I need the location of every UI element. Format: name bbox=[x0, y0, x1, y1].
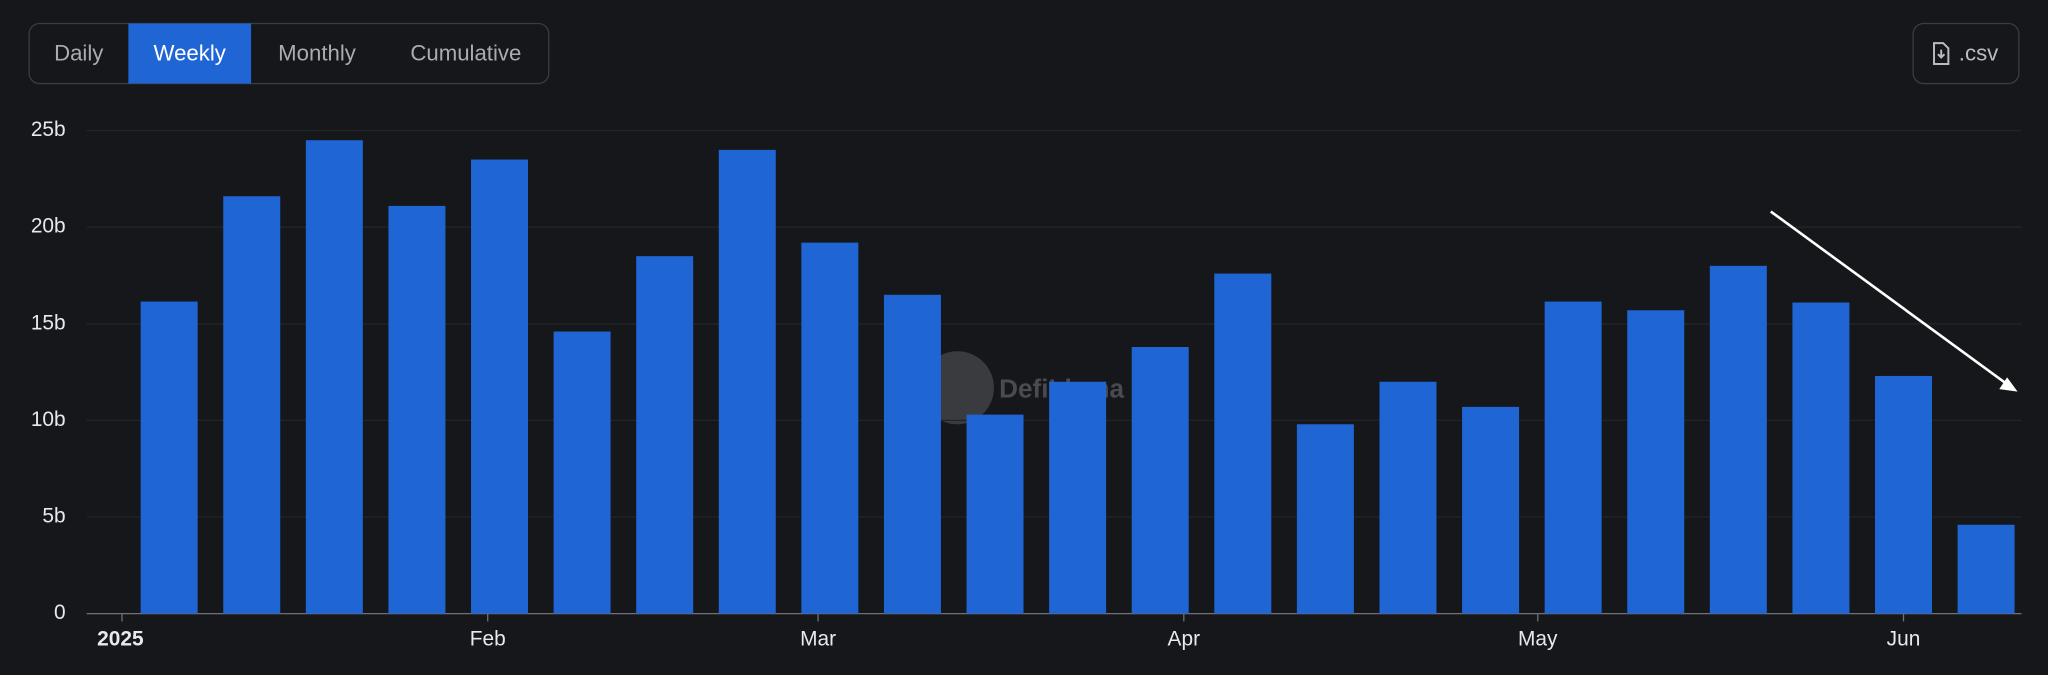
bar bbox=[1379, 381, 1437, 614]
y-tick-label: 0 bbox=[54, 601, 66, 624]
bar bbox=[883, 294, 941, 614]
tab-active-bg bbox=[128, 23, 252, 84]
arrow-shaft bbox=[1770, 210, 2010, 387]
bar bbox=[1875, 375, 1932, 614]
tab-label: Monthly bbox=[278, 41, 357, 66]
trend-arrow bbox=[1770, 210, 2018, 392]
x-tick-label: Mar bbox=[800, 627, 836, 650]
bar bbox=[223, 196, 281, 614]
export-button-frame bbox=[1912, 22, 2020, 85]
bar bbox=[471, 159, 529, 614]
bar bbox=[1792, 302, 1850, 614]
bar bbox=[1131, 346, 1189, 614]
x-tick-label: Jun bbox=[1887, 627, 1921, 650]
bar bbox=[1296, 424, 1354, 614]
file-icon bbox=[1933, 42, 1950, 65]
tab[interactable]: Weekly bbox=[128, 23, 252, 84]
bar bbox=[718, 149, 776, 614]
bar bbox=[801, 242, 859, 614]
arrow-head bbox=[1999, 377, 2018, 392]
bar bbox=[1709, 265, 1767, 614]
bar bbox=[1049, 381, 1107, 614]
tab-group-frame bbox=[28, 22, 550, 85]
tab-label: Cumulative bbox=[410, 41, 521, 66]
tab[interactable]: Monthly bbox=[278, 41, 357, 66]
x-tick-label: 2025 bbox=[97, 627, 144, 650]
tab[interactable]: Daily bbox=[54, 41, 104, 66]
bar bbox=[305, 140, 363, 614]
y-tick-label: 10b bbox=[31, 408, 66, 431]
bar bbox=[636, 256, 694, 614]
x-tick-label: Feb bbox=[470, 627, 506, 650]
y-tick-label: 20b bbox=[31, 215, 66, 238]
x-tick-label: Apr bbox=[1168, 627, 1201, 650]
tab-group: Daily Weekly Monthly Cumulative bbox=[28, 22, 550, 85]
bar bbox=[966, 414, 1024, 614]
bar bbox=[1462, 406, 1520, 614]
tab-label: Daily bbox=[54, 41, 104, 66]
bar bbox=[140, 301, 198, 614]
y-tick-label: 15b bbox=[31, 311, 66, 334]
bar bbox=[1627, 310, 1685, 614]
x-tick-label: May bbox=[1518, 627, 1558, 650]
export-button[interactable]: .csv bbox=[1912, 22, 2020, 85]
tab[interactable]: Cumulative bbox=[410, 41, 521, 66]
bar bbox=[1957, 524, 2015, 614]
bar bbox=[1544, 301, 1602, 614]
tab-label: Weekly bbox=[154, 41, 227, 66]
y-tick-label: 5b bbox=[42, 505, 65, 528]
plot: 0 5b 10b 15b 20b 25b 2025 Feb Mar Apr May Jun bbox=[31, 118, 2022, 650]
export-label: .csv bbox=[1959, 41, 1999, 66]
y-tick-label: 25b bbox=[31, 118, 66, 141]
bar bbox=[1214, 273, 1272, 614]
bar bbox=[388, 205, 446, 614]
bar bbox=[553, 331, 611, 614]
